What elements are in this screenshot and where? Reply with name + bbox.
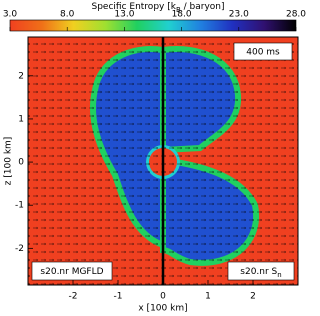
annotation-part: s20.nr S — [240, 267, 277, 277]
y-tick-label: 0 — [18, 158, 24, 168]
y-tick-label: 2 — [18, 71, 24, 81]
annotation: s20.nr MGFLD — [40, 267, 103, 277]
annotation-part: s20.nr MGFLD — [40, 267, 103, 277]
annotation-box — [31, 261, 113, 281]
colorbar-tick-label: 23.0 — [229, 10, 249, 20]
colorbar-tick-label: 8.0 — [60, 10, 75, 20]
annotation-box — [233, 42, 293, 61]
annotation-part: n — [277, 271, 281, 279]
annotation-part: 400 ms — [246, 47, 280, 57]
entropy-field — [28, 37, 298, 285]
colorbar-tick-label: 28.0 — [286, 10, 306, 20]
colorbar-title-part: / baryon] — [181, 2, 225, 12]
colorbar-title-part: B — [176, 6, 181, 14]
x-tick-label: 2 — [250, 292, 256, 302]
x-tick-label: 1 — [205, 292, 211, 302]
x-tick-label: -1 — [114, 292, 123, 302]
y-tick-label: 1 — [18, 114, 24, 124]
x-tick-label: 0 — [160, 292, 166, 302]
annotation-box — [227, 261, 295, 281]
y-tick-label: -1 — [15, 201, 24, 211]
annotation: 400 ms — [246, 47, 280, 57]
colorbar-title-part: Specific Entropy [k — [92, 2, 177, 12]
x-tick-label: -2 — [69, 292, 78, 302]
annotation: s20.nr Sn — [240, 267, 281, 280]
x-axis-label: x [100 km] — [138, 304, 187, 314]
colorbar-title: Specific Entropy [kB / baryon] — [92, 2, 225, 15]
y-axis-label: z [100 km] — [4, 137, 14, 186]
colorbar-tick-label: 13.0 — [114, 10, 134, 20]
colorbar — [9, 19, 297, 32]
y-tick-label: -2 — [15, 244, 24, 254]
colorbar-tick-label: 3.0 — [3, 10, 18, 20]
colorbar-tick-label: 18.0 — [172, 10, 192, 20]
